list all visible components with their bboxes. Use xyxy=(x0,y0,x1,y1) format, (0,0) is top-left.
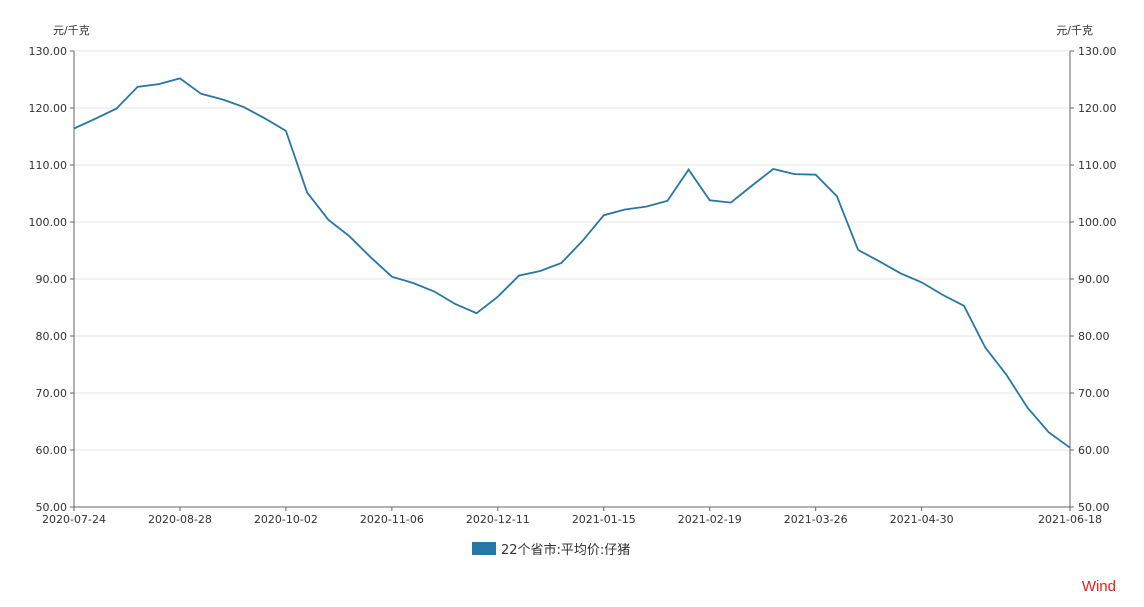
y-tick-label-right: 80.00 xyxy=(1078,330,1110,343)
y-tick-label-left: 110.00 xyxy=(29,159,68,172)
y-tick-label-right: 70.00 xyxy=(1078,387,1110,400)
x-tick-label: 2020-07-24 xyxy=(42,513,106,526)
y-tick-label-left: 120.00 xyxy=(29,102,68,115)
x-tick-label: 2020-12-11 xyxy=(466,513,530,526)
y-tick-label-left: 80.00 xyxy=(36,330,68,343)
x-tick-label: 2021-03-26 xyxy=(784,513,848,526)
y-tick-label-left: 70.00 xyxy=(36,387,68,400)
y-tick-label-left: 60.00 xyxy=(36,444,68,457)
legend-swatch xyxy=(472,541,496,555)
y-tick-label-right: 130.00 xyxy=(1078,45,1117,58)
x-tick-label: 2021-01-15 xyxy=(572,513,636,526)
x-tick-label: 2020-08-28 xyxy=(148,513,212,526)
y-tick-label-left: 100.00 xyxy=(29,216,68,229)
wind-watermark: Wind xyxy=(1081,578,1116,595)
x-tick-label: 2020-11-06 xyxy=(360,513,424,526)
right-axis-unit: 元/千克 xyxy=(1056,24,1093,37)
y-tick-label-right: 110.00 xyxy=(1078,159,1117,172)
y-axis-right-labels: 50.00 60.00 70.00 80.00 90.00 100.00 110.00 120… xyxy=(1078,45,1117,514)
x-tick-label: 2020-10-02 xyxy=(254,513,318,526)
y-tick-label-left: 50.00 xyxy=(36,501,68,514)
legend-label: 22个省市:平均价:仔猪 xyxy=(501,542,631,558)
x-tick-label: 2021-04-30 xyxy=(890,513,954,526)
y-tick-label-left: 130.00 xyxy=(29,45,68,58)
y-tick-label-right: 60.00 xyxy=(1078,444,1110,457)
grid-lines xyxy=(74,50,1070,451)
y-axis-left-labels: 50.00 60.00 70.00 80.00 90.00 100.00 110.00 120… xyxy=(29,45,68,514)
x-tick-label: 2021-06-18 xyxy=(1038,513,1102,526)
left-axis-unit: 元/千克 xyxy=(53,24,90,37)
x-tick-label: 2021-02-19 xyxy=(678,513,742,526)
y-tick-label-right: 90.00 xyxy=(1078,273,1110,286)
y-tick-label-right: 100.00 xyxy=(1078,216,1117,229)
y-tick-label-left: 90.00 xyxy=(36,273,68,286)
axes xyxy=(70,50,1074,511)
legend[interactable]: 22个省市:平均价:仔猪 xyxy=(472,539,631,558)
y-tick-label-right: 120.00 xyxy=(1078,102,1117,115)
series-line xyxy=(73,77,1071,449)
x-axis-labels: 2020-07-24 2020-08-28 2020-10-02 2020-11-06… xyxy=(42,513,1102,526)
y-tick-label-right: 50.00 xyxy=(1078,501,1110,514)
